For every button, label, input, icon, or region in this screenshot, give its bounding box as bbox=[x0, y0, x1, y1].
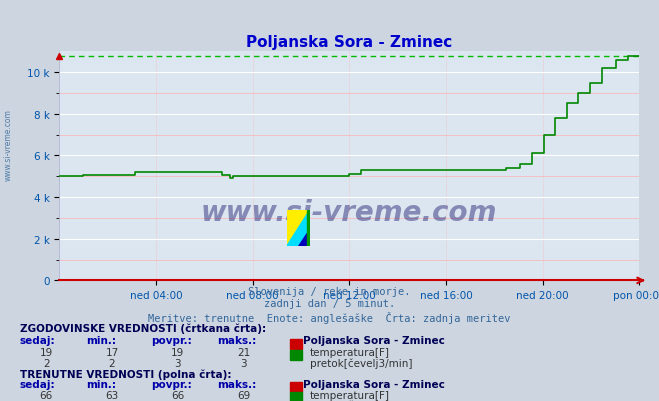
Text: 66: 66 bbox=[40, 390, 53, 400]
Text: sedaj:: sedaj: bbox=[20, 379, 55, 389]
Text: 19: 19 bbox=[171, 347, 185, 357]
Polygon shape bbox=[298, 229, 310, 247]
Text: povpr.:: povpr.: bbox=[152, 379, 192, 389]
Text: Meritve: trenutne  Enote: anglešaške  Črta: zadnja meritev: Meritve: trenutne Enote: anglešaške Črta… bbox=[148, 311, 511, 323]
Text: maks.:: maks.: bbox=[217, 335, 257, 345]
Polygon shape bbox=[287, 211, 310, 247]
Text: Poljanska Sora - Zminec: Poljanska Sora - Zminec bbox=[303, 379, 445, 389]
Text: 10770: 10770 bbox=[227, 400, 260, 401]
Text: maks.:: maks.: bbox=[217, 379, 257, 389]
Text: 3: 3 bbox=[175, 358, 181, 368]
Text: povpr.:: povpr.: bbox=[152, 335, 192, 345]
Text: Slovenija / reke in morje.: Slovenija / reke in morje. bbox=[248, 287, 411, 297]
Text: min.:: min.: bbox=[86, 335, 116, 345]
Text: pretok[čevelj3/min]: pretok[čevelj3/min] bbox=[310, 358, 413, 368]
Text: www.si-vreme.com: www.si-vreme.com bbox=[201, 198, 498, 226]
Text: 5893: 5893 bbox=[165, 400, 191, 401]
Text: www.si-vreme.com: www.si-vreme.com bbox=[3, 109, 13, 180]
Text: 21: 21 bbox=[237, 347, 250, 357]
Text: 66: 66 bbox=[171, 390, 185, 400]
Text: temperatura[F]: temperatura[F] bbox=[310, 347, 389, 357]
Text: 19: 19 bbox=[40, 347, 53, 357]
Text: temperatura[F]: temperatura[F] bbox=[310, 390, 389, 400]
Text: 2: 2 bbox=[43, 358, 49, 368]
Text: sedaj:: sedaj: bbox=[20, 335, 55, 345]
Text: 69: 69 bbox=[237, 390, 250, 400]
Text: 63: 63 bbox=[105, 390, 119, 400]
Text: 10770: 10770 bbox=[30, 400, 63, 401]
Text: TRENUTNE VREDNOSTI (polna črta):: TRENUTNE VREDNOSTI (polna črta): bbox=[20, 368, 231, 379]
Text: 4918: 4918 bbox=[99, 400, 125, 401]
Text: pretok[čevelj3/min]: pretok[čevelj3/min] bbox=[310, 400, 413, 401]
Bar bbox=[307, 211, 310, 247]
Polygon shape bbox=[287, 211, 310, 247]
Text: 3: 3 bbox=[241, 358, 247, 368]
Text: ZGODOVINSKE VREDNOSTI (črtkana črta):: ZGODOVINSKE VREDNOSTI (črtkana črta): bbox=[20, 322, 266, 333]
Title: Poljanska Sora - Zminec: Poljanska Sora - Zminec bbox=[246, 34, 452, 50]
Text: zadnji dan / 5 minut.: zadnji dan / 5 minut. bbox=[264, 299, 395, 309]
Text: 2: 2 bbox=[109, 358, 115, 368]
Text: Poljanska Sora - Zminec: Poljanska Sora - Zminec bbox=[303, 335, 445, 345]
Text: 17: 17 bbox=[105, 347, 119, 357]
Text: min.:: min.: bbox=[86, 379, 116, 389]
